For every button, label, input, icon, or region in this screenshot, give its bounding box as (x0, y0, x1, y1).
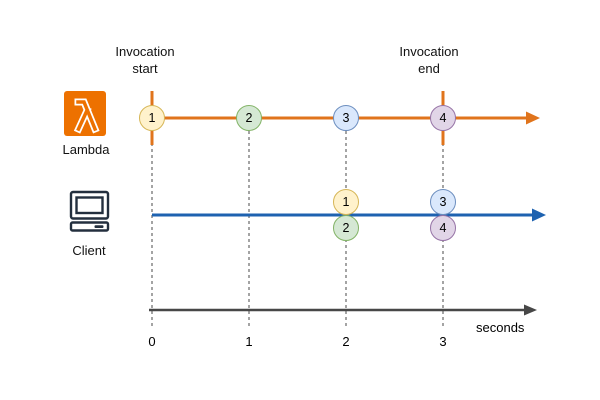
aws-lambda-icon (64, 91, 106, 136)
lambda-timeline-arrowhead (526, 111, 540, 125)
client-marker-4-value: 4 (439, 221, 447, 235)
invocation-start-line1: Invocation (115, 44, 175, 59)
client-computer-icon (67, 190, 112, 234)
client-marker-2-value: 2 (342, 221, 350, 235)
lambda-marker-3: 3 (333, 105, 359, 131)
invocation-end-line2: end (418, 61, 440, 76)
time-axis-arrowhead (524, 304, 537, 316)
lambda-marker-2: 2 (236, 105, 262, 131)
lambda-marker-4-value: 4 (439, 111, 447, 125)
axis-tick-1: 1 (245, 334, 253, 349)
invocation-end-line1: Invocation (399, 44, 459, 59)
axis-tick-3: 3 (439, 334, 447, 349)
lambda-marker-4: 4 (430, 105, 456, 131)
client-marker-2: 2 (333, 215, 359, 241)
client-timeline-arrowhead (532, 208, 546, 222)
client-lane-label: Client (72, 243, 106, 258)
lambda-marker-2-value: 2 (245, 111, 253, 125)
lambda-glyph (73, 98, 100, 134)
lambda-lane-label: Lambda (62, 142, 110, 157)
invocation-end-label: Invocation end (385, 43, 473, 77)
lambda-marker-1-value: 1 (148, 111, 156, 125)
client-marker-3: 3 (430, 189, 456, 215)
invocation-start-label: Invocation start (101, 43, 189, 77)
client-marker-3-value: 3 (439, 195, 447, 209)
client-marker-1: 1 (333, 189, 359, 215)
client-marker-1-value: 1 (342, 195, 350, 209)
lambda-marker-1: 1 (139, 105, 165, 131)
client-marker-4: 4 (430, 215, 456, 241)
lambda-marker-3-value: 3 (342, 111, 350, 125)
axis-tick-2: 2 (342, 334, 350, 349)
invocation-start-line2: start (132, 61, 158, 76)
axis-unit-label: seconds (476, 320, 525, 335)
axis-tick-0: 0 (148, 334, 156, 349)
